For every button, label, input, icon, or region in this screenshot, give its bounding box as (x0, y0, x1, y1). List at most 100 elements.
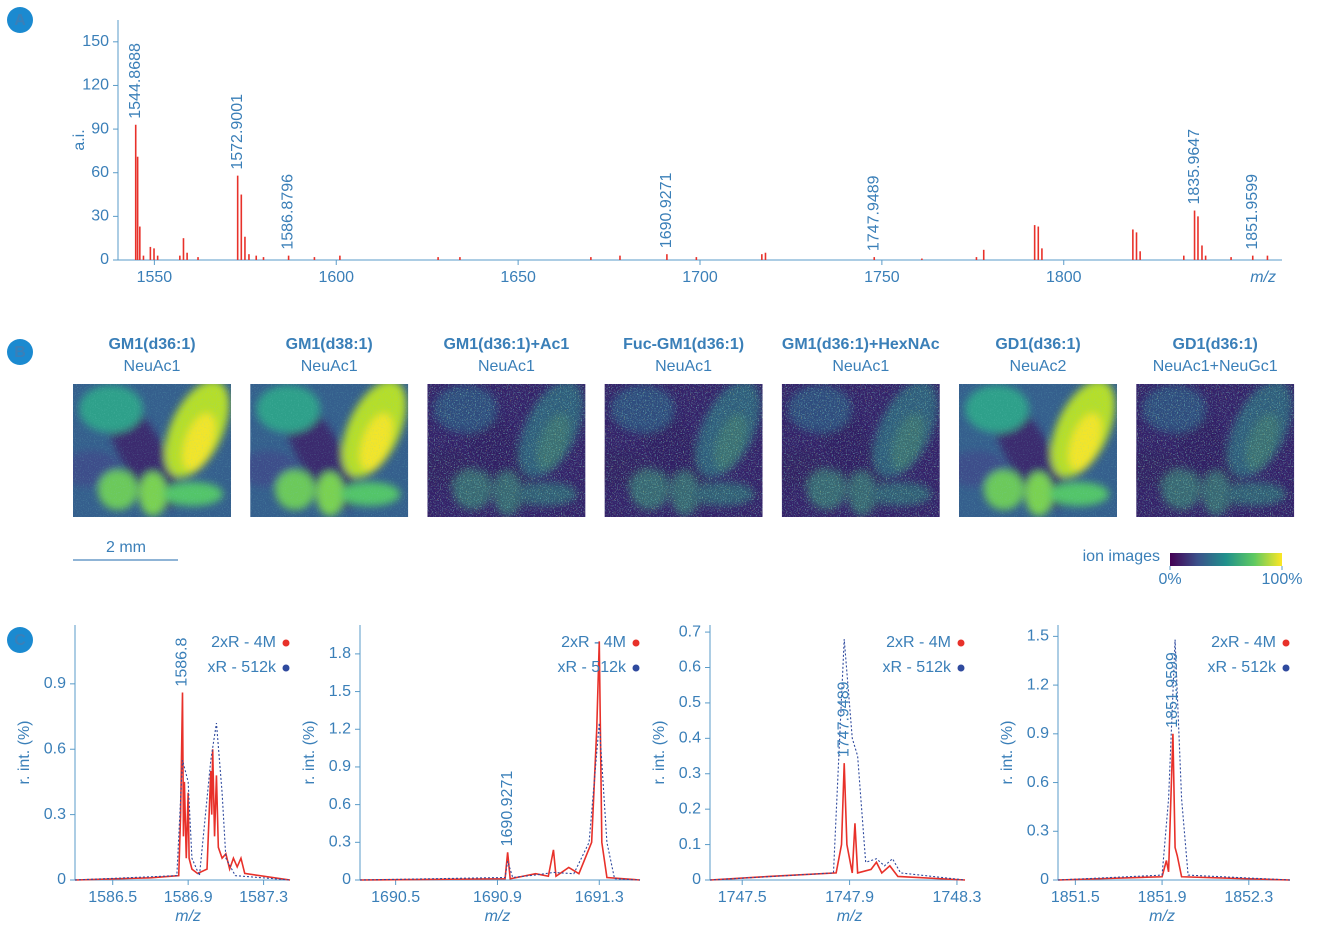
y-tick-label: 90 (91, 120, 109, 137)
image-subtitle: NeuAc1 (655, 358, 712, 375)
y-tick-label: 1.2 (1027, 676, 1049, 693)
x-tick-label: 1690.5 (371, 889, 420, 906)
x-tick-label: 1690.9 (473, 889, 522, 906)
legend-marker (1283, 665, 1290, 672)
image-subtitle: NeuAc1 (478, 358, 535, 375)
y-tick-label: 30 (91, 208, 109, 225)
y-tick-label: 0.3 (44, 806, 66, 823)
image-noise (73, 384, 231, 517)
peak-label: 1747.9489 (835, 681, 852, 757)
figure: 2 mm ion images ABC0%100%GM1(d36:1)NeuAc… (0, 0, 1328, 927)
ion-image (593, 371, 775, 519)
y-tick-label: 1.2 (329, 720, 351, 737)
image-title: GD1(d36:1) (995, 336, 1080, 353)
image-title: Fuc-GM1(d36:1) (623, 336, 744, 353)
colorbar (1170, 553, 1282, 566)
colorbar-tick-label: 100% (1262, 571, 1303, 588)
y-tick-label: 0.9 (44, 675, 66, 692)
legend-marker (283, 640, 290, 647)
y-tick-label: 1.8 (329, 645, 351, 662)
legend-marker (958, 665, 965, 672)
x-axis-label: m/z (175, 908, 201, 925)
y-axis-label: r. int. (%) (999, 720, 1016, 784)
peak-label: 1690.9271 (499, 771, 516, 847)
ion-image (947, 371, 1129, 519)
x-tick-label: 1851.9 (1138, 889, 1187, 906)
peak-label: 1572.9001 (229, 94, 246, 170)
x-axis-label: m/z (1250, 269, 1276, 286)
panel-label: C (14, 632, 26, 649)
y-tick-label: 0 (100, 251, 109, 268)
panel-label: B (14, 344, 26, 361)
scale-bar-label: 2 mm (106, 539, 146, 556)
x-axis-label: m/z (837, 908, 863, 925)
legend-marker (633, 665, 640, 672)
y-axis-label: a.i. (71, 129, 88, 150)
x-tick-label: 1747.9 (825, 889, 874, 906)
legend-marker (1283, 640, 1290, 647)
image-title: GD1(d36:1) (1173, 336, 1258, 353)
panel-label: A (14, 12, 26, 29)
y-axis-label: r. int. (%) (651, 720, 668, 784)
peak-label: 1586.8796 (280, 174, 297, 250)
y-tick-label: 0 (1040, 871, 1049, 888)
image-subtitle: NeuAc1+NeuGc1 (1153, 358, 1278, 375)
y-tick-label: 0.7 (679, 623, 701, 640)
x-tick-label: 1691.3 (575, 889, 624, 906)
legend-marker (633, 640, 640, 647)
x-tick-label: 1587.3 (239, 889, 288, 906)
peak-label: 1747.9489 (866, 175, 883, 251)
y-tick-label: 0.6 (44, 740, 66, 757)
legend-marker (283, 665, 290, 672)
x-tick-label: 1586.9 (164, 889, 213, 906)
x-tick-label: 1851.5 (1051, 889, 1100, 906)
y-axis-label: r. int. (%) (301, 720, 318, 784)
x-tick-label: 1852.3 (1224, 889, 1273, 906)
x-tick-label: 1550 (137, 269, 173, 286)
image-title: GM1(d36:1)+HexNAc (782, 336, 940, 353)
legend-label: xR - 512k (1208, 659, 1277, 676)
legend-marker (958, 640, 965, 647)
x-tick-label: 1700 (682, 269, 718, 286)
image-speckle (782, 384, 940, 517)
legend-label: 2xR - 4M (886, 634, 951, 651)
y-tick-label: 0.9 (329, 758, 351, 775)
image-noise (959, 384, 1117, 517)
x-axis-label: m/z (1149, 908, 1175, 925)
y-tick-label: 0.6 (679, 659, 701, 676)
ion-image (415, 371, 597, 519)
peak-label: 1835.9647 (1186, 129, 1203, 205)
image-title: GM1(d36:1)+Ac1 (443, 336, 569, 353)
ion-image (1124, 371, 1306, 519)
series-line (1058, 734, 1290, 880)
ion-image (238, 371, 420, 519)
ion-image (61, 371, 243, 519)
image-subtitle: NeuAc1 (301, 358, 358, 375)
colorbar-label: ion images (1083, 548, 1160, 565)
image-title: GM1(d36:1) (108, 336, 195, 353)
y-tick-label: 120 (82, 77, 109, 94)
peak-label: 1690.9271 (658, 172, 675, 248)
y-axis-label: r. int. (%) (16, 720, 33, 784)
y-tick-label: 0.9 (1027, 725, 1049, 742)
ion-image (770, 371, 952, 519)
peak-label: 1851.9599 (1164, 652, 1181, 728)
image-noise (250, 384, 408, 517)
y-tick-label: 0.6 (1027, 774, 1049, 791)
x-tick-label: 1748.3 (932, 889, 981, 906)
x-axis-label: m/z (485, 908, 511, 925)
y-tick-label: 0 (692, 871, 701, 888)
y-tick-label: 0.6 (329, 796, 351, 813)
y-tick-label: 0.3 (1027, 822, 1049, 839)
x-tick-label: 1600 (318, 269, 354, 286)
peak-label: 1586.8 (174, 638, 191, 687)
y-tick-label: 1.5 (1027, 628, 1049, 645)
image-subtitle: NeuAc1 (832, 358, 889, 375)
legend-label: xR - 512k (883, 659, 952, 676)
y-tick-label: 0.2 (679, 800, 701, 817)
legend-label: xR - 512k (208, 659, 277, 676)
legend-label: xR - 512k (558, 659, 627, 676)
legend-label: 2xR - 4M (211, 634, 276, 651)
image-speckle (1136, 384, 1294, 517)
y-tick-label: 0.5 (679, 694, 701, 711)
